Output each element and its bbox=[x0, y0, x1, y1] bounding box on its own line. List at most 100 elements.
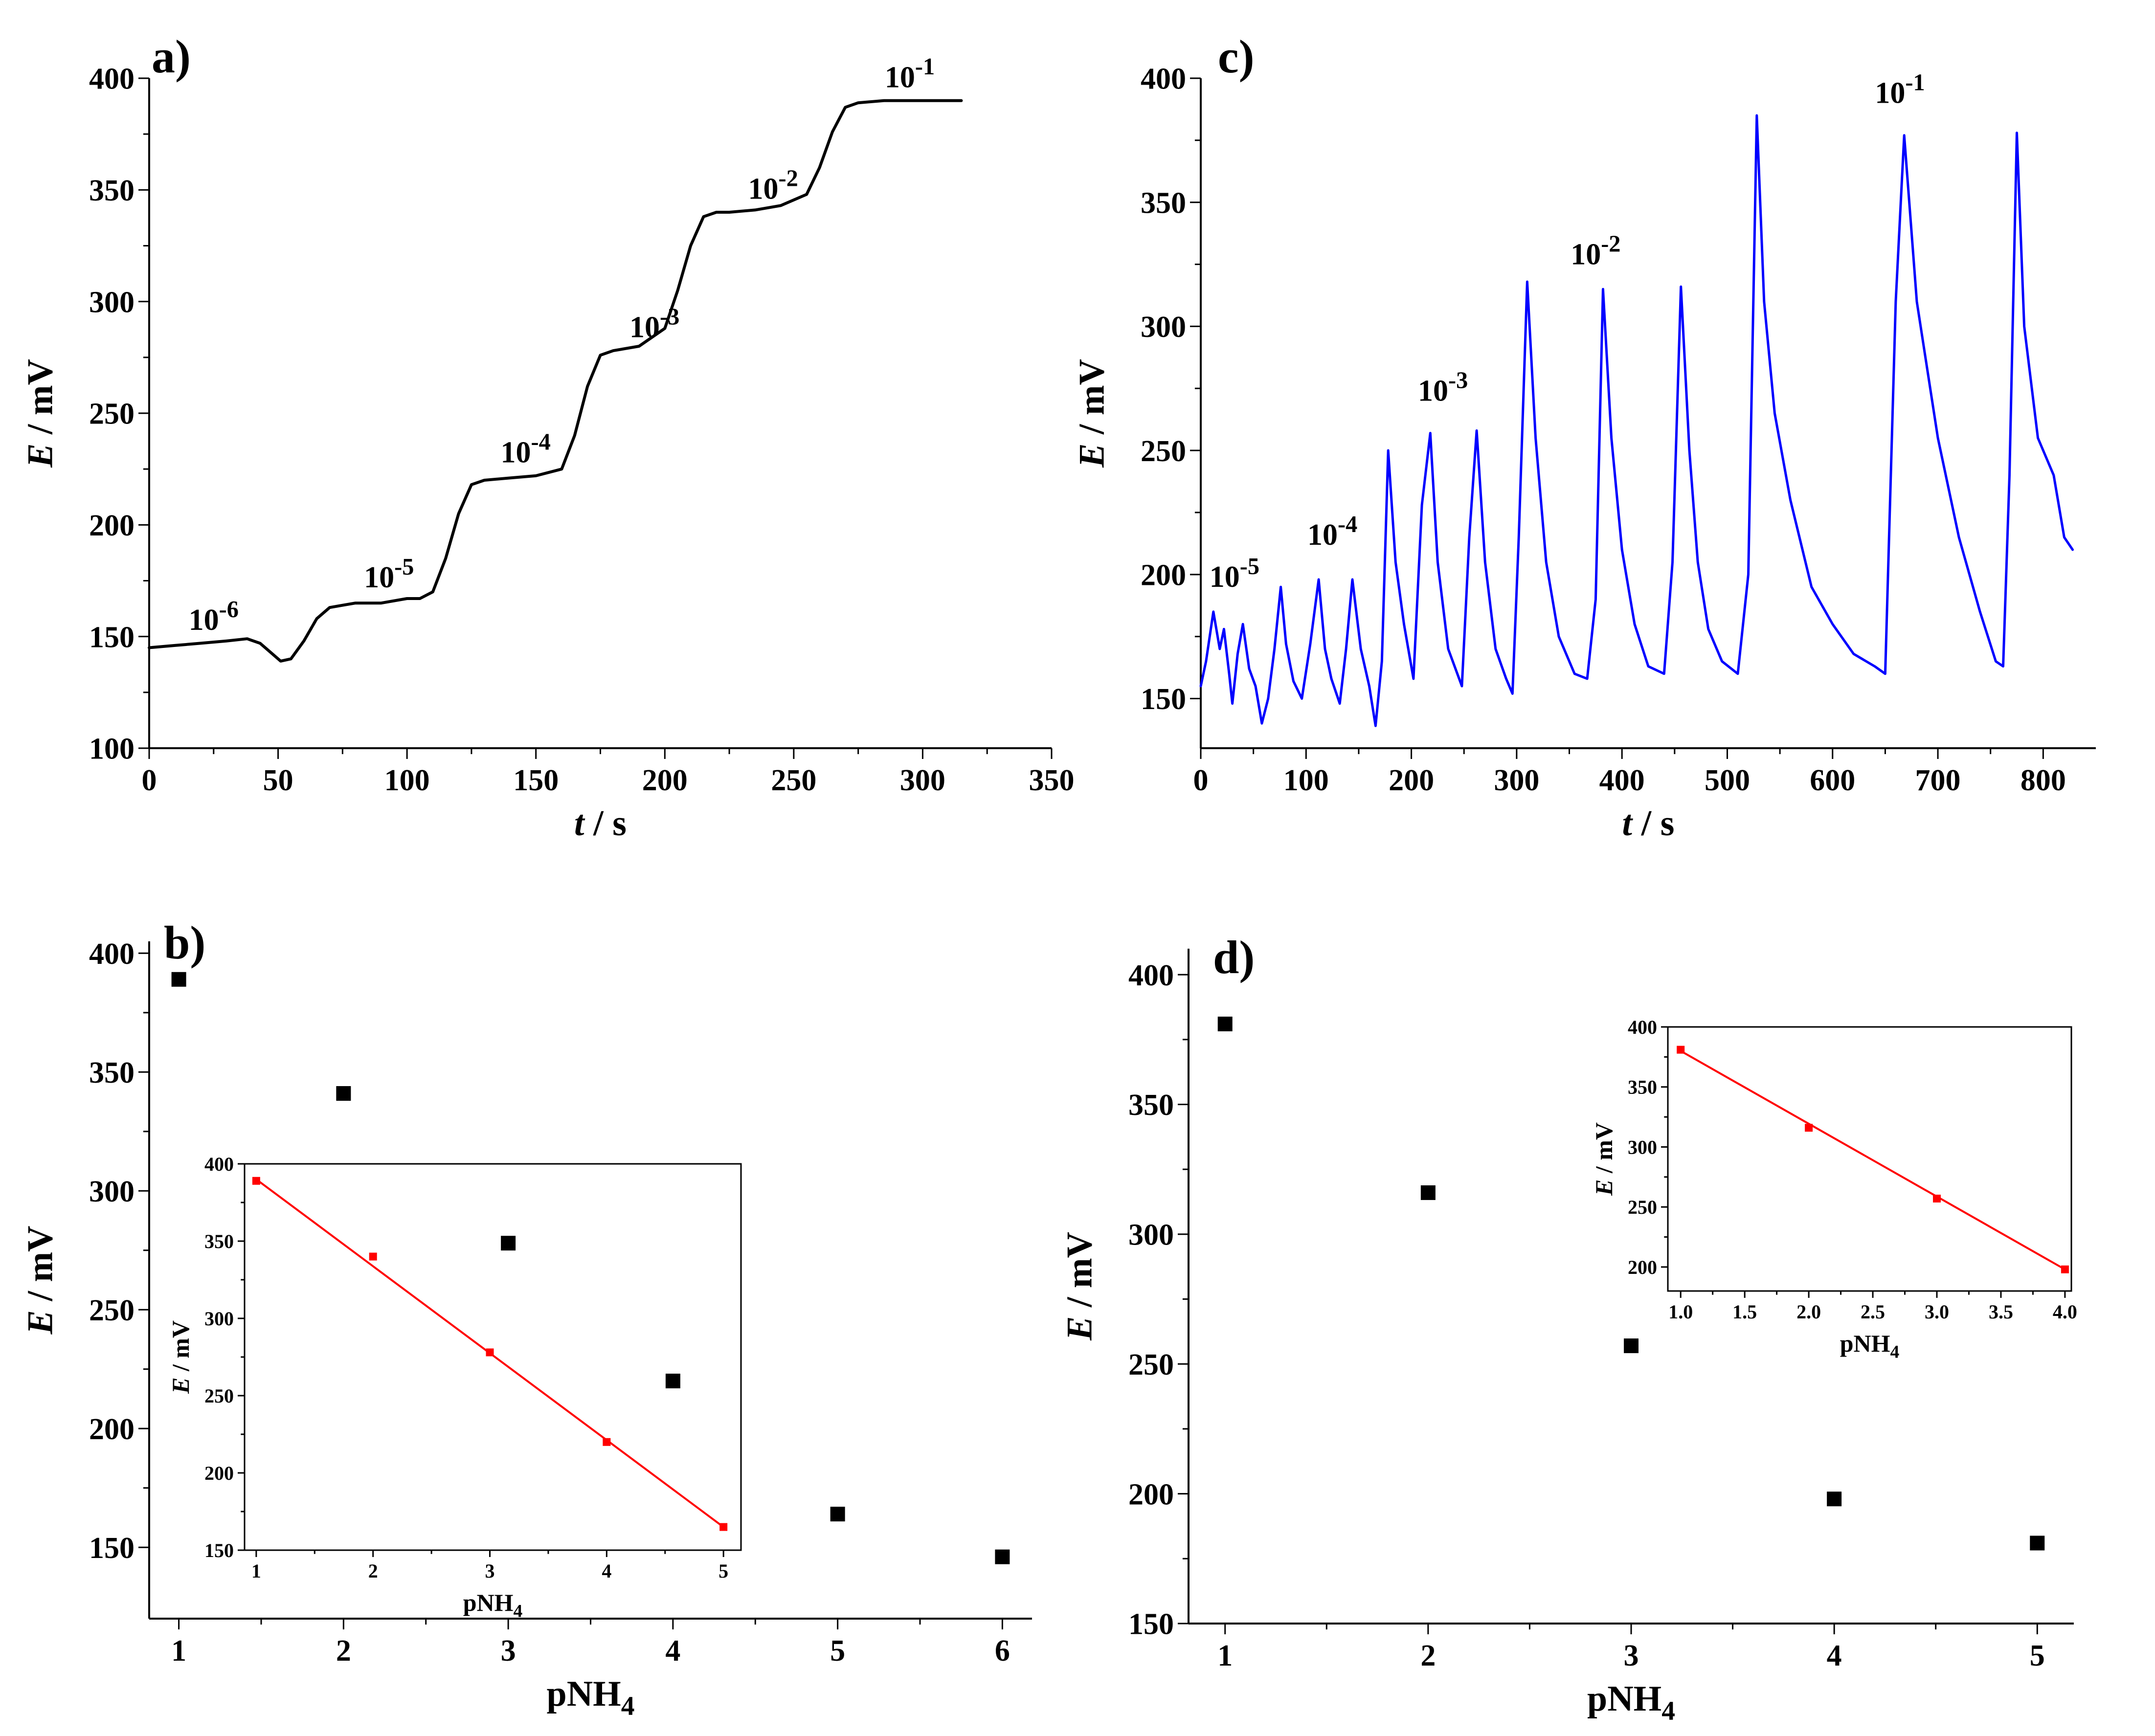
concentration-label: 10-3 bbox=[1418, 368, 1468, 408]
x-tick-label: 5 bbox=[2030, 1639, 2045, 1672]
y-tick-label: 200 bbox=[89, 1413, 135, 1446]
y-tick-label: 250 bbox=[89, 1294, 135, 1327]
x-tick-label: 800 bbox=[2020, 764, 2066, 797]
inset-y-tick-label: 200 bbox=[204, 1462, 234, 1484]
data-point bbox=[2030, 1536, 2045, 1551]
x-tick-label: 250 bbox=[771, 764, 816, 797]
y-tick-label: 250 bbox=[89, 398, 135, 431]
inset-y-axis-label: E / mV bbox=[1590, 1122, 1617, 1196]
concentration-label: 10-2 bbox=[748, 166, 798, 206]
data-point bbox=[1624, 1338, 1639, 1354]
x-tick-label: 150 bbox=[513, 764, 559, 797]
y-tick-label: 150 bbox=[89, 1532, 135, 1565]
inset-x-tick-label: 2 bbox=[368, 1560, 378, 1582]
x-tick-label: 50 bbox=[263, 764, 293, 797]
x-tick-label: 3 bbox=[1624, 1639, 1639, 1672]
x-tick-label: 200 bbox=[1389, 764, 1434, 797]
y-tick-label: 100 bbox=[89, 733, 135, 766]
x-tick-label: 0 bbox=[142, 764, 157, 797]
data-point bbox=[1827, 1491, 1842, 1507]
x-tick-label: 100 bbox=[384, 764, 430, 797]
data-point bbox=[501, 1236, 516, 1251]
panel-a: a) 0 50 100 150 200 250 300 350 100 150 200 250 300 35… bbox=[21, 30, 1075, 844]
y-tick-label: 300 bbox=[89, 1175, 135, 1208]
inset-y-tick-label: 150 bbox=[204, 1539, 234, 1561]
x-tick-label: 1 bbox=[171, 1634, 186, 1668]
panel-label: b) bbox=[164, 916, 205, 969]
x-tick-label: 5 bbox=[830, 1634, 845, 1668]
panel-label: c) bbox=[1218, 30, 1255, 83]
x-tick-label: 1 bbox=[1217, 1639, 1233, 1672]
inset-x-tick-label: 4.0 bbox=[2053, 1301, 2077, 1323]
inset-y-tick-label: 400 bbox=[1628, 1016, 1657, 1038]
x-tick-label: 4 bbox=[1827, 1639, 1842, 1672]
inset-data-point bbox=[719, 1523, 728, 1531]
y-tick-label: 200 bbox=[1141, 559, 1186, 592]
inset-x-tick-label: 3.0 bbox=[1925, 1301, 1949, 1323]
x-tick-label: 6 bbox=[995, 1634, 1010, 1668]
inset-y-tick-label: 300 bbox=[204, 1308, 234, 1330]
data-point bbox=[665, 1374, 680, 1389]
y-tick-label: 200 bbox=[1128, 1478, 1174, 1511]
inset-x-axis-label: pNH4 bbox=[1840, 1330, 1900, 1362]
y-tick-label: 200 bbox=[89, 509, 135, 542]
y-tick-label: 150 bbox=[1141, 683, 1186, 716]
inset-data-point bbox=[369, 1252, 377, 1261]
y-tick-label: 150 bbox=[1128, 1608, 1174, 1641]
inset-x-axis-label: pNH4 bbox=[463, 1589, 523, 1622]
x-tick-label: 300 bbox=[1494, 764, 1539, 797]
x-tick-label: 2 bbox=[336, 1634, 351, 1668]
y-tick-label: 350 bbox=[1128, 1089, 1174, 1122]
concentration-label: 10-3 bbox=[629, 304, 679, 344]
x-tick-label: 400 bbox=[1599, 764, 1645, 797]
inset-x-tick-label: 3 bbox=[485, 1560, 495, 1582]
series-line bbox=[148, 99, 963, 663]
data-point bbox=[995, 1549, 1010, 1564]
inset-x-tick-label: 2.0 bbox=[1796, 1301, 1821, 1323]
y-tick-label: 400 bbox=[1141, 63, 1186, 96]
concentration-label: 10-6 bbox=[189, 597, 239, 637]
y-axis-label: E / mV bbox=[21, 359, 61, 468]
y-axis-label: E / mV bbox=[21, 1225, 61, 1335]
x-axis-label: pNH4 bbox=[1587, 1679, 1675, 1726]
y-tick-label: 150 bbox=[89, 621, 135, 654]
inset-y-tick-label: 200 bbox=[1628, 1256, 1657, 1278]
x-tick-label: 2 bbox=[1420, 1639, 1436, 1672]
y-tick-label: 350 bbox=[89, 1056, 135, 1090]
concentration-label: 10-4 bbox=[500, 429, 550, 469]
inset-y-tick-label: 250 bbox=[1628, 1196, 1657, 1218]
y-axis-label: E / mV bbox=[1072, 359, 1112, 468]
inset-x-tick-label: 2.5 bbox=[1861, 1301, 1885, 1323]
inset-y-tick-label: 300 bbox=[1628, 1136, 1657, 1158]
concentration-label: 10-2 bbox=[1571, 231, 1620, 271]
x-tick-label: 700 bbox=[1915, 764, 1961, 797]
x-tick-label: 200 bbox=[642, 764, 688, 797]
inset-data-point bbox=[1933, 1195, 1941, 1202]
inset-d: 1.0 1.5 2.0 2.5 3.0 3.5 4.0 200 250 300 350 400 pNH4… bbox=[1590, 1016, 2077, 1362]
inset-x-tick-label: 3.5 bbox=[1989, 1301, 2013, 1323]
y-tick-label: 400 bbox=[1128, 959, 1174, 992]
y-tick-label: 300 bbox=[89, 286, 135, 319]
data-point bbox=[830, 1507, 845, 1522]
x-tick-label: 350 bbox=[1029, 764, 1075, 797]
data-point bbox=[1420, 1185, 1436, 1200]
y-tick-label: 350 bbox=[89, 174, 135, 207]
inset-y-axis-label: E / mV bbox=[167, 1320, 194, 1394]
x-axis-label: t / s bbox=[574, 803, 627, 844]
inset-b: 1 2 3 4 5 150 200 250 300 350 400 pNH4 E / mV bbox=[167, 1153, 742, 1622]
y-tick-label: 400 bbox=[89, 937, 135, 971]
data-point bbox=[1217, 1016, 1233, 1031]
panel-b: b) 1 2 3 4 5 6 150 200 250 300 350 400 pNH4 E / mV 1 2 3 4… bbox=[21, 916, 1032, 1721]
fit-line bbox=[1680, 1050, 2065, 1270]
inset-data-point bbox=[486, 1348, 494, 1357]
inset-x-tick-label: 4 bbox=[602, 1560, 611, 1582]
inset-y-tick-label: 400 bbox=[204, 1153, 234, 1175]
data-point bbox=[171, 972, 186, 987]
x-axis-label: t / s bbox=[1622, 803, 1675, 844]
inset-data-point bbox=[252, 1177, 260, 1185]
inset-y-tick-label: 350 bbox=[204, 1230, 234, 1252]
concentration-label: 10-1 bbox=[885, 54, 935, 94]
x-axis-label: pNH4 bbox=[547, 1674, 635, 1721]
series-line bbox=[1199, 114, 2074, 727]
